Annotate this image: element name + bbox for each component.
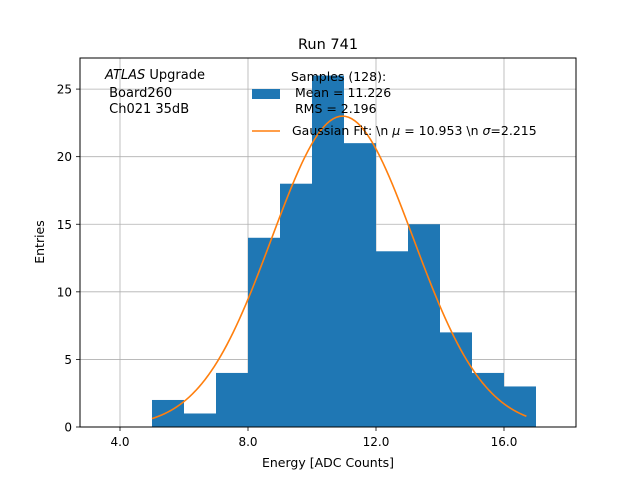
- svg-text:ATLAS Upgrade: ATLAS Upgrade: [104, 68, 205, 83]
- y-axis-label: Entries: [32, 220, 47, 264]
- board-label: Board260: [105, 86, 172, 101]
- atlas-annotation: ATLAS Upgrade Board260 Ch021 35dB: [104, 68, 205, 117]
- y-axis-ticks: 0 5 10 15 20 25: [57, 83, 80, 435]
- legend-samples-swatch: [252, 89, 280, 99]
- histogram-bar: [440, 332, 472, 427]
- y-tick-label: 25: [57, 83, 72, 97]
- legend-sigma-symbol: σ: [482, 123, 491, 138]
- histogram-bar: [344, 143, 376, 427]
- histogram-bar: [216, 372, 248, 427]
- y-tick-label: 0: [64, 421, 72, 435]
- legend-fit-mu: = 10.953 \n: [400, 123, 482, 138]
- histogram-bar: [280, 183, 312, 427]
- y-tick-label: 20: [57, 150, 72, 164]
- gaussian-fit-curve: [151, 115, 527, 420]
- plot-frame: [79, 57, 577, 428]
- y-tick-label: 5: [64, 353, 72, 367]
- histogram-bar: [152, 399, 184, 427]
- chart-title: Run 741: [298, 37, 358, 53]
- legend-fit-prefix: Gaussian Fit: \n: [292, 123, 392, 138]
- x-tick-label: 12.0: [363, 435, 390, 449]
- legend: Samples (128): Mean = 11.226 RMS = 2.196…: [252, 69, 537, 138]
- histogram-bar: [408, 224, 440, 427]
- x-tick-label: 8.0: [238, 435, 257, 449]
- y-tick-label: 15: [57, 218, 72, 232]
- channel-label: Ch021 35dB: [105, 102, 189, 117]
- legend-fit-label: Gaussian Fit: \n μ = 10.953 \n σ=2.215: [292, 123, 537, 138]
- legend-samples-line1: Samples (128):: [291, 69, 386, 84]
- legend-samples-line2: Mean = 11.226: [291, 85, 391, 100]
- upgrade-label: Upgrade: [145, 68, 205, 83]
- y-tick-label: 10: [57, 285, 72, 299]
- histogram-bar: [184, 413, 216, 427]
- histogram-bar: [376, 251, 408, 427]
- x-tick-label: 4.0: [110, 435, 129, 449]
- x-tick-label: 16.0: [491, 435, 518, 449]
- legend-mu-symbol: μ: [391, 123, 400, 138]
- histogram-bar: [248, 237, 280, 427]
- x-axis-ticks: 4.0 8.0 12.0 16.0: [110, 427, 517, 449]
- legend-samples-line3: RMS = 2.196: [291, 101, 377, 116]
- gaussian-fit-line: [151, 115, 527, 420]
- legend-fit-sigma: =2.215: [490, 123, 536, 138]
- histogram-bars: [152, 75, 536, 428]
- x-axis-label: Energy [ADC Counts]: [262, 455, 394, 470]
- atlas-label: ATLAS: [104, 68, 145, 83]
